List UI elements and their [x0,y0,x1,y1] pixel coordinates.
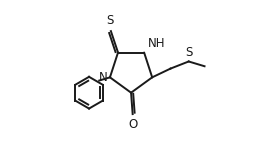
Text: S: S [106,14,114,27]
Text: N: N [99,71,108,84]
Text: S: S [185,46,193,59]
Text: NH: NH [148,37,165,50]
Text: O: O [128,118,137,131]
